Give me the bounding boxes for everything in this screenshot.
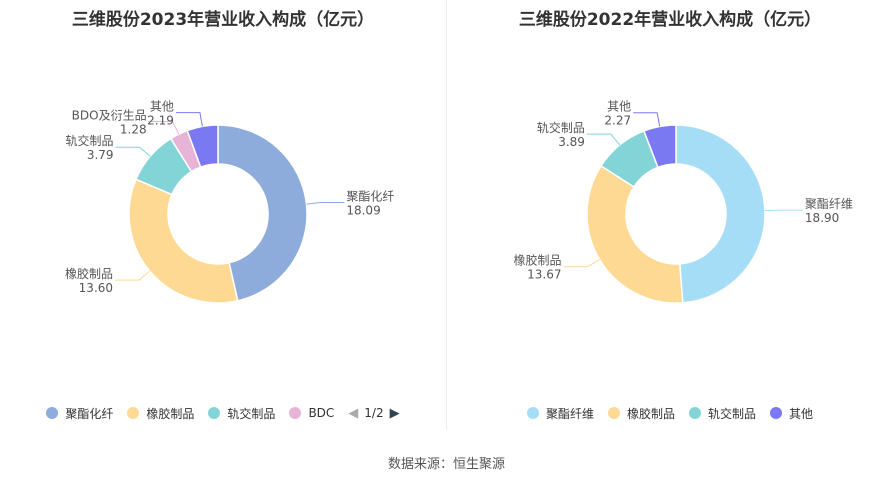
- page-next-icon[interactable]: ▶: [389, 405, 400, 421]
- legend-label: 轨交制品: [708, 406, 757, 421]
- legend-marker: [127, 407, 140, 419]
- legend-label: 橡胶制品: [146, 406, 195, 421]
- data-source: 数据来源：恒生聚源: [387, 457, 505, 472]
- slice-value-label: 3.79: [87, 148, 114, 162]
- legend-page-indicator: 1/2: [364, 406, 384, 420]
- legend-marker: [526, 407, 539, 419]
- legend-item[interactable]: 聚酯化纤: [46, 405, 113, 422]
- leader-line: [633, 112, 661, 127]
- legend-label: 橡胶制品: [626, 406, 675, 421]
- leader-line: [764, 209, 803, 212]
- legend-item[interactable]: 其他: [770, 405, 813, 422]
- legend-2022: 聚酯纤维 橡胶制品 轨交制品 其他: [447, 403, 893, 423]
- chart-title: 三维股份2022年营业收入构成（亿元）: [518, 10, 822, 30]
- leader-line: [148, 121, 180, 135]
- slice-category-label: BDO及衍生品: [72, 109, 147, 123]
- legend-item[interactable]: 橡胶制品: [607, 405, 675, 422]
- legend-label: 其他: [789, 406, 814, 421]
- donut-slice[interactable]: [128, 178, 239, 304]
- legend-2023: 聚酯化纤 橡胶制品 轨交制品 BDC ◀ 1/2 ▶: [0, 403, 446, 423]
- slice-category-label: 其他: [150, 100, 174, 114]
- legend-marker: [208, 407, 221, 419]
- legend-item[interactable]: 轨交制品: [689, 405, 756, 422]
- legend-label: 聚酯纤维: [545, 406, 594, 421]
- legend-pager: ◀ 1/2 ▶: [348, 406, 399, 420]
- legend-item[interactable]: BDC: [289, 406, 334, 420]
- slice-value-label: 13.67: [527, 268, 561, 282]
- donut-slice[interactable]: [586, 164, 684, 304]
- legend-label: BDC: [308, 406, 335, 420]
- legend-marker: [770, 407, 783, 419]
- page-prev-icon[interactable]: ◀: [348, 405, 359, 421]
- slice-value-label: 13.60: [79, 281, 113, 295]
- slice-category-label: 聚酯化纤: [346, 190, 394, 204]
- chart-panel-2022: 三维股份2022年营业收入构成（亿元） 聚酯纤维 18.90 橡胶制品 13.67 轨交…: [447, 0, 893, 430]
- legend-marker: [607, 407, 620, 419]
- slice-category-label: 其他: [607, 100, 631, 114]
- slice-value-label: 18.90: [805, 211, 839, 225]
- legend-marker: [289, 407, 302, 419]
- donut-slice[interactable]: [217, 124, 308, 302]
- slice-value-label: 18.09: [346, 204, 380, 218]
- legend-marker: [689, 407, 701, 419]
- donut-slice[interactable]: [642, 124, 677, 169]
- leader-line: [306, 202, 345, 205]
- slice-value-label: 2.19: [147, 114, 174, 128]
- chart-title: 三维股份2023年营业收入构成（亿元）: [71, 10, 375, 30]
- slice-category-label: 轨交制品: [66, 133, 114, 148]
- legend-item[interactable]: 聚酯纤维: [526, 405, 594, 422]
- legend-label: 聚酯化纤: [65, 406, 114, 421]
- slice-category-label: 轨交制品: [537, 120, 585, 135]
- leader-line: [115, 146, 151, 157]
- chart-panel-2023: 三维股份2023年营业收入构成（亿元） 聚酯化纤 18.09 橡胶制品 13.60 轨交…: [0, 0, 446, 430]
- slice-value-label: 3.89: [558, 135, 585, 149]
- donut-slice[interactable]: [186, 124, 219, 169]
- legend-marker: [46, 407, 59, 419]
- donut-slice[interactable]: [675, 124, 766, 304]
- slice-category-label: 聚酯纤维: [805, 197, 853, 211]
- slice-category-label: 橡胶制品: [514, 253, 562, 268]
- slice-value-label: 2.27: [604, 114, 631, 128]
- leader-line: [586, 133, 621, 146]
- legend-item[interactable]: 橡胶制品: [127, 405, 194, 422]
- panel-divider: [446, 0, 447, 430]
- leader-line: [115, 270, 151, 281]
- legend-item[interactable]: 轨交制品: [208, 405, 275, 422]
- leader-line: [563, 259, 600, 268]
- leader-line: [175, 112, 203, 127]
- slice-category-label: 橡胶制品: [65, 266, 113, 281]
- legend-label: 轨交制品: [227, 406, 276, 421]
- slice-value-label: 1.28: [120, 123, 147, 137]
